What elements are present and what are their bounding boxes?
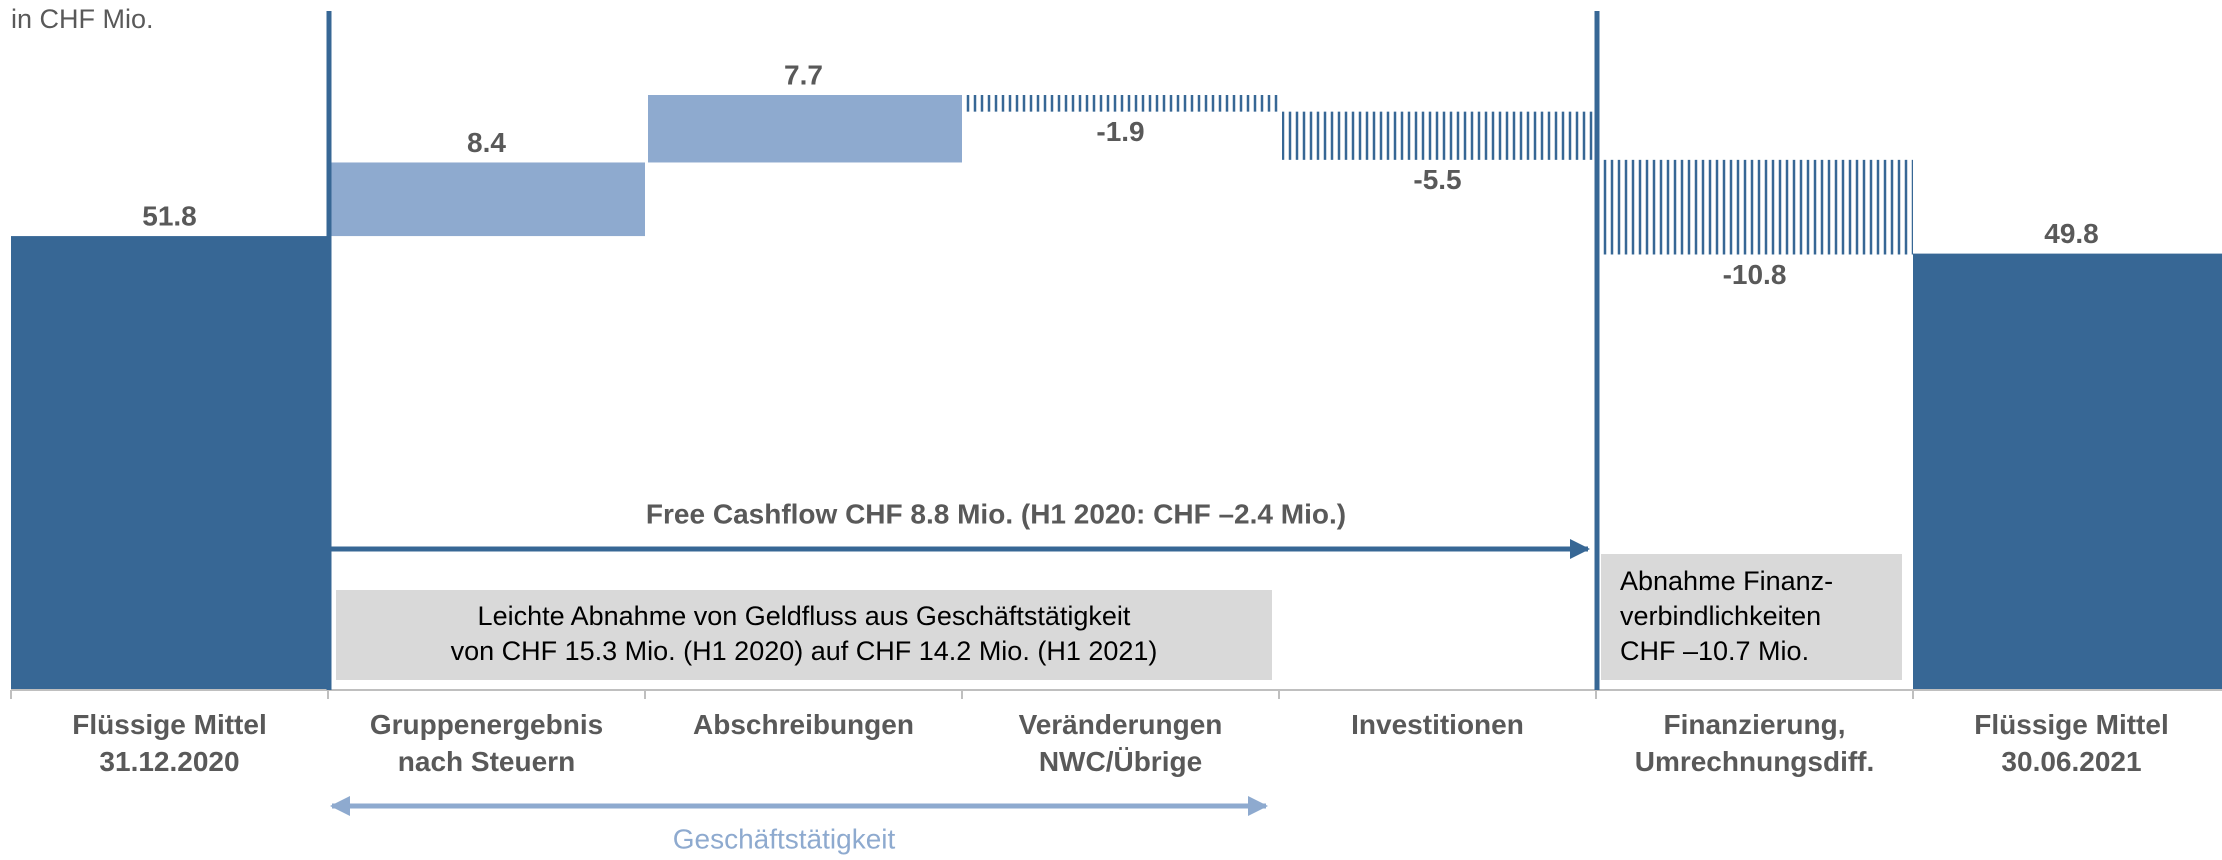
free-cashflow-label: Free Cashflow CHF 8.8 Mio. (H1 2020: CHF… <box>646 498 1346 529</box>
box-text: verbindlichkeiten <box>1620 601 1821 631</box>
box-text: Abnahme Finanz- <box>1620 566 1833 596</box>
operating-box <box>336 590 1272 680</box>
box-text: von CHF 15.3 Mio. (H1 2020) auf CHF 14.2… <box>451 636 1158 666</box>
data-label: -1.9 <box>1096 116 1144 147</box>
data-label: -5.5 <box>1413 164 1461 195</box>
bar <box>1913 253 2222 690</box>
operating-span-label: Geschäftstätigkeit <box>673 823 896 854</box>
box-text: CHF –10.7 Mio. <box>1620 636 1809 666</box>
x-tick-label: Flüssige Mittel 31.12.2020 <box>72 709 266 777</box>
data-label: 8.4 <box>467 127 506 158</box>
financing-box <box>1601 554 1902 680</box>
box-text: Leichte Abnahme von Geldfluss aus Geschä… <box>478 601 1131 631</box>
data-label: -10.8 <box>1723 259 1787 290</box>
bar <box>11 236 328 691</box>
bar <box>331 162 645 237</box>
x-tick-label: Flüssige Mittel 30.06.2021 <box>1974 709 2168 777</box>
data-label: 7.7 <box>784 59 823 90</box>
data-label: 51.8 <box>142 200 197 231</box>
x-tick-label: Abschreibungen <box>693 709 914 740</box>
bar <box>965 95 1279 112</box>
x-tick-label: Investitionen <box>1351 709 1524 740</box>
bar <box>648 95 962 163</box>
data-label: 49.8 <box>2044 218 2099 249</box>
x-tick-label: Finanzierung, Umrechnungsdiff. <box>1635 709 1875 777</box>
unit-label: in CHF Mio. <box>11 4 154 34</box>
x-tick-label: Veränderungen NWC/Übrige <box>1019 709 1223 777</box>
bar <box>1282 111 1596 160</box>
x-tick-label: Gruppenergebnis nach Steuern <box>370 709 603 777</box>
bar <box>1599 159 1913 255</box>
